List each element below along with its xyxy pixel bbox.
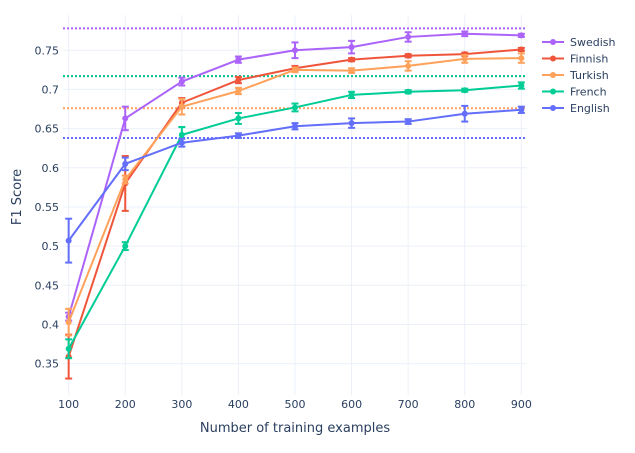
x-tick-label: 600 xyxy=(341,398,362,411)
x-tick-label: 800 xyxy=(454,398,475,411)
data-point xyxy=(65,237,72,244)
y-axis-title: F1 Score xyxy=(10,169,25,225)
data-point xyxy=(235,115,242,122)
data-point xyxy=(405,52,412,59)
legend-label: Turkish xyxy=(569,69,609,82)
legend-item-french[interactable]: French xyxy=(542,86,607,99)
legend-item-swedish[interactable]: Swedish xyxy=(542,36,616,49)
legend-marker xyxy=(550,55,556,62)
data-point xyxy=(178,78,185,85)
series-group xyxy=(65,30,525,380)
x-tick-label: 500 xyxy=(285,398,306,411)
legend-item-english[interactable]: English xyxy=(542,102,610,115)
data-point xyxy=(405,33,412,40)
x-tick-label: 400 xyxy=(228,398,249,411)
y-axis-ticks: 0.35 0.4 0.45 0.5 0.55 0.6 0.65 0.7 0.75 xyxy=(35,44,60,370)
data-point xyxy=(348,91,355,98)
y-tick-label: 0.6 xyxy=(42,162,60,175)
y-tick-label: 0.7 xyxy=(42,83,60,96)
data-point xyxy=(518,46,525,53)
data-point xyxy=(405,62,412,69)
y-tick-label: 0.4 xyxy=(42,318,60,331)
data-point xyxy=(122,243,129,250)
x-tick-label: 900 xyxy=(511,398,532,411)
legend-marker xyxy=(550,88,556,95)
data-point xyxy=(518,82,525,89)
legend[interactable]: Swedish Finnish Turkish French English xyxy=(542,36,616,115)
data-point xyxy=(178,139,185,146)
data-point xyxy=(122,115,129,122)
data-point xyxy=(178,103,185,110)
y-tick-label: 0.35 xyxy=(35,358,60,371)
data-point xyxy=(292,66,298,73)
legend-item-turkish[interactable]: Turkish xyxy=(542,69,609,82)
data-point xyxy=(292,47,298,54)
data-point xyxy=(292,104,298,111)
data-point xyxy=(348,120,355,127)
data-point xyxy=(518,32,525,39)
data-point xyxy=(348,67,355,74)
data-point xyxy=(518,55,525,62)
data-point xyxy=(292,123,298,130)
data-point xyxy=(405,88,412,95)
data-point xyxy=(461,110,468,117)
legend-label: English xyxy=(570,102,610,115)
data-point xyxy=(65,345,72,352)
data-point xyxy=(348,56,355,63)
data-point xyxy=(65,319,72,326)
data-point xyxy=(405,118,412,125)
legend-marker xyxy=(550,105,556,111)
legend-label: Swedish xyxy=(570,36,616,49)
data-point xyxy=(518,106,525,113)
data-point xyxy=(235,77,242,84)
legend-item-finnish[interactable]: Finnish xyxy=(542,53,608,66)
x-tick-label: 100 xyxy=(58,398,79,411)
data-point xyxy=(122,176,129,183)
data-point xyxy=(461,30,468,37)
data-point xyxy=(235,56,242,63)
x-axis-title: Number of training examples xyxy=(200,421,390,436)
y-tick-label: 0.55 xyxy=(35,201,60,214)
data-point xyxy=(348,44,355,51)
data-point xyxy=(178,131,185,138)
series-english xyxy=(65,104,525,264)
y-tick-label: 0.75 xyxy=(35,44,60,57)
legend-label: Finnish xyxy=(570,53,608,66)
x-axis-ticks: 100 200 300 400 500 600 700 800 900 xyxy=(58,398,532,411)
x-tick-label: 200 xyxy=(115,398,136,411)
data-point xyxy=(235,88,242,94)
x-tick-label: 700 xyxy=(398,398,419,411)
data-point xyxy=(122,160,129,167)
y-tick-label: 0.5 xyxy=(42,240,60,253)
data-point xyxy=(235,132,242,139)
y-tick-label: 0.65 xyxy=(35,123,60,136)
legend-marker xyxy=(550,39,556,45)
y-tick-label: 0.45 xyxy=(35,279,60,292)
x-tick-label: 300 xyxy=(171,398,192,411)
legend-marker xyxy=(550,72,556,78)
data-point xyxy=(461,87,468,94)
series-turkish xyxy=(65,52,525,337)
data-point xyxy=(461,55,468,62)
legend-label: French xyxy=(570,86,607,99)
